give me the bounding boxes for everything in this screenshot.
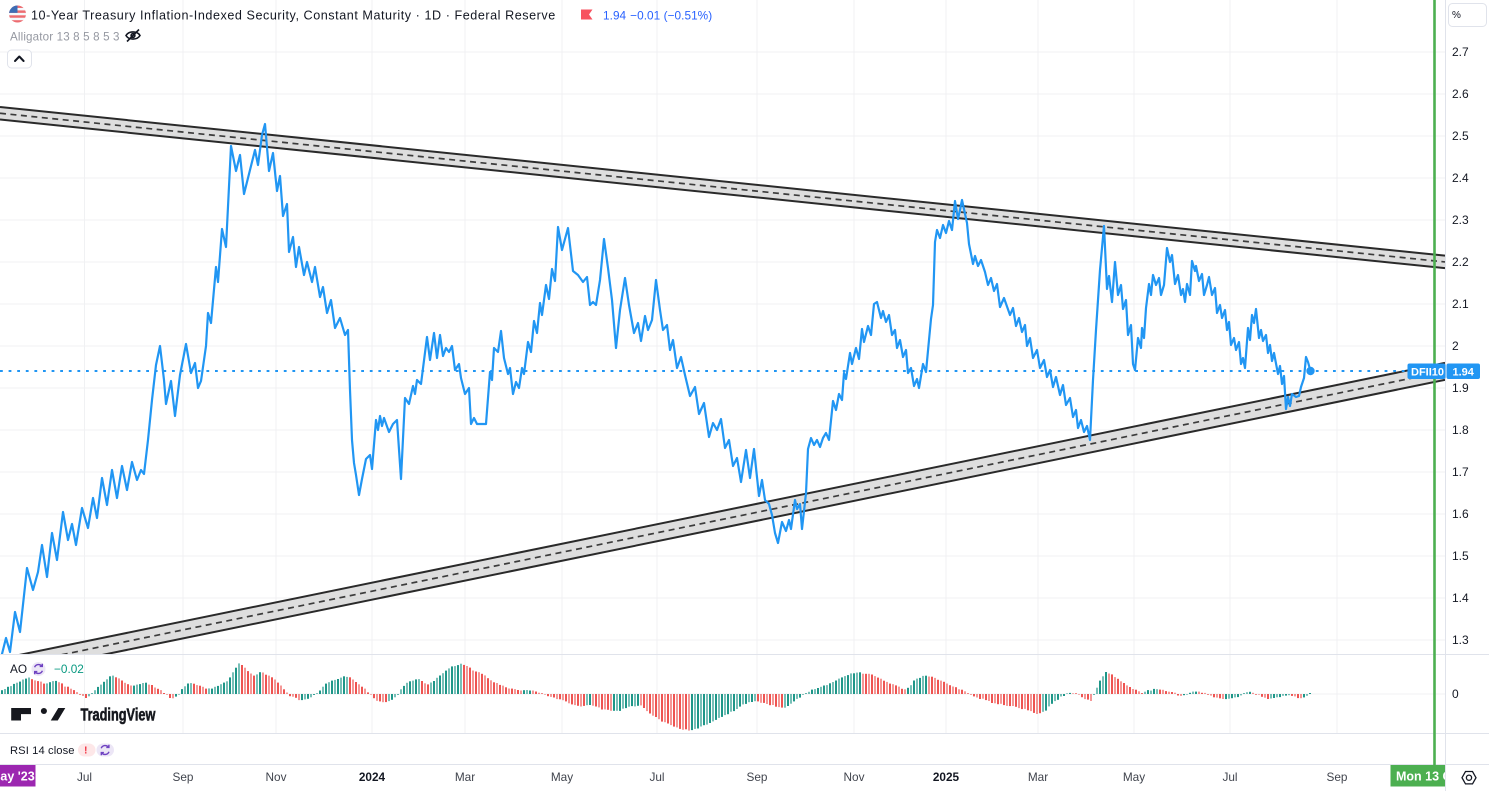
svg-text:!: ! [84, 745, 88, 757]
svg-text:May: May [551, 770, 573, 784]
svg-text:Mon 13 Oc: Mon 13 Oc [1396, 770, 1459, 784]
svg-text:TradingView: TradingView [81, 706, 156, 725]
svg-text:1.94−0.01 (−0.51%): 1.94 −0.01 (−0.51%) [603, 9, 712, 23]
svg-text:1.6: 1.6 [1452, 507, 1469, 521]
svg-text:0: 0 [1452, 687, 1459, 701]
svg-text:1.94: 1.94 [1453, 367, 1475, 379]
svg-text:2.6: 2.6 [1452, 87, 1469, 101]
svg-text:1.5: 1.5 [1452, 549, 1469, 563]
svg-text:May '23: May '23 [0, 770, 35, 784]
svg-text:Sep: Sep [747, 770, 768, 784]
svg-text:2025: 2025 [933, 770, 960, 784]
svg-text:2.2: 2.2 [1452, 255, 1469, 269]
svg-text:Sep: Sep [173, 770, 194, 784]
svg-text:Alligator 13 8 5 8 5 3: Alligator 13 8 5 8 5 3 [10, 31, 120, 44]
svg-text:1.3: 1.3 [1452, 633, 1469, 647]
svg-text:10-Year Treasury Inflation-Ind: 10-Year Treasury Inflation-Indexed Secur… [31, 9, 556, 23]
svg-text:2.3: 2.3 [1452, 213, 1469, 227]
svg-text:DFII10: DFII10 [1411, 367, 1444, 379]
svg-text:Jul: Jul [1222, 770, 1237, 784]
svg-text:2: 2 [1452, 339, 1459, 353]
svg-text:2.7: 2.7 [1452, 45, 1469, 59]
svg-text:Nov: Nov [266, 770, 287, 784]
svg-text:Jul: Jul [649, 770, 664, 784]
svg-text:1.9: 1.9 [1452, 381, 1469, 395]
svg-text:Mar: Mar [455, 770, 475, 784]
svg-text:2.5: 2.5 [1452, 129, 1469, 143]
svg-text:Nov: Nov [844, 770, 865, 784]
svg-text:Mar: Mar [1028, 770, 1048, 784]
svg-text:RSI 14 close: RSI 14 close [10, 745, 75, 757]
svg-text:May: May [1123, 770, 1145, 784]
svg-text:1.4: 1.4 [1452, 591, 1469, 605]
svg-text:1.7: 1.7 [1452, 465, 1469, 479]
svg-text:2.1: 2.1 [1452, 297, 1469, 311]
svg-text:1.8: 1.8 [1452, 423, 1469, 437]
svg-text:AO: AO [10, 662, 27, 676]
svg-text:Jul: Jul [77, 770, 92, 784]
svg-text:2024: 2024 [359, 770, 386, 784]
svg-text:%: % [1452, 10, 1461, 21]
svg-text:2.4: 2.4 [1452, 171, 1469, 185]
svg-text:−0.02: −0.02 [54, 662, 84, 676]
svg-text:Sep: Sep [1327, 770, 1348, 784]
